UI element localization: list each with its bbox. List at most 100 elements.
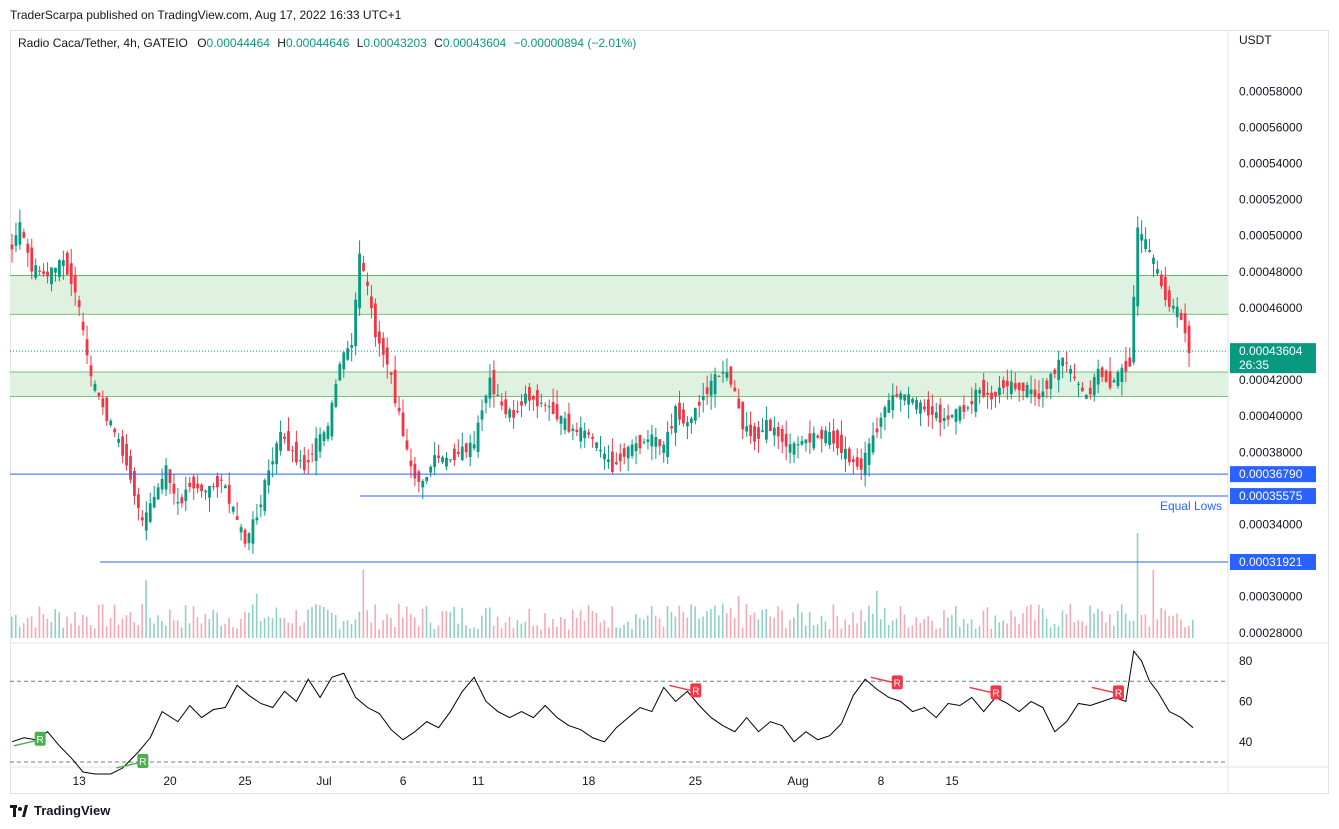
candle-body <box>1029 389 1033 395</box>
level-price-tag-2 <box>1230 554 1316 571</box>
volume-bar <box>1089 605 1091 638</box>
legend-symbol[interactable]: Radio Caca/Tether, 4h, GATEIO <box>18 36 188 50</box>
candle-body <box>156 487 160 500</box>
candle-body <box>705 387 709 394</box>
volume-bar <box>394 627 396 638</box>
volume-bar <box>295 610 297 638</box>
volume-bar <box>860 610 862 638</box>
volume-bar <box>816 624 819 638</box>
volume-bar <box>966 623 969 638</box>
volume-bar <box>326 609 329 638</box>
volume-bar <box>718 615 720 638</box>
volume-bar <box>694 606 696 638</box>
volume-bar <box>1053 624 1056 638</box>
volume-bar <box>556 626 558 638</box>
volume-bar <box>571 609 574 638</box>
volume-bar <box>1180 619 1182 638</box>
candle-body <box>338 364 342 381</box>
level-price-tag-1 <box>1230 488 1316 505</box>
volume-bar <box>682 611 685 638</box>
volume-bar <box>74 611 76 638</box>
candle-body <box>255 517 259 521</box>
candle-body <box>998 387 1001 396</box>
volume-bar <box>251 604 254 638</box>
volume-bar <box>931 620 933 638</box>
candle-body <box>563 418 567 431</box>
volume-bar <box>635 613 637 638</box>
volume-bar <box>1010 610 1012 638</box>
volume-bar <box>872 613 874 638</box>
candle-body <box>749 424 753 437</box>
candle-body <box>168 469 172 483</box>
volume-bar <box>619 627 621 638</box>
volume-bar <box>232 627 234 638</box>
volume-bar <box>244 611 246 638</box>
volume-bar <box>658 618 661 638</box>
volume-bar <box>1077 620 1080 638</box>
candle-body <box>962 404 966 412</box>
candle-body <box>1002 380 1005 388</box>
volume-bar <box>366 610 369 638</box>
candle-body <box>784 433 788 447</box>
candle-body <box>1069 368 1072 374</box>
volume-bar <box>955 605 957 638</box>
candle-body <box>188 482 192 487</box>
volume-bar <box>330 612 333 638</box>
volume-bar <box>666 606 669 638</box>
volume-bar <box>196 617 199 638</box>
candle-body <box>520 401 523 406</box>
candle-body <box>887 400 891 413</box>
volume-bar <box>631 628 633 638</box>
candle-body <box>1108 371 1112 388</box>
volume-bar <box>161 620 163 638</box>
volume-bar <box>338 628 341 638</box>
publication-header: TraderScarpa published on TradingView.co… <box>10 8 402 22</box>
volume-bar <box>714 605 716 638</box>
candle-body <box>626 446 630 459</box>
candle-body <box>551 402 555 414</box>
volume-bar <box>109 617 112 638</box>
volume-bar <box>512 627 515 638</box>
candle-body <box>646 439 650 442</box>
candle-body <box>926 399 930 416</box>
volume-bar <box>883 607 886 638</box>
candle-body <box>456 451 460 454</box>
candle-body <box>796 444 800 446</box>
volume-bar <box>350 623 353 638</box>
volume-bar <box>737 596 740 638</box>
volume-bar <box>473 627 475 638</box>
price-axis-tick-6: 0.00046000 <box>1239 301 1303 315</box>
candle-body <box>1132 296 1136 363</box>
candle-body <box>650 434 654 447</box>
candle-body <box>381 338 385 355</box>
price-axis-tick-5: 0.00048000 <box>1239 265 1303 279</box>
time-axis-tick-9: 8 <box>878 774 885 788</box>
volume-bar <box>978 626 981 638</box>
price-axis-tick-12: 0.00028000 <box>1239 626 1303 640</box>
candle-body <box>441 457 444 463</box>
volume-bar <box>911 625 914 638</box>
candle-body <box>1061 357 1065 367</box>
tradingview-brand[interactable]: TradingView <box>10 803 110 818</box>
volume-bar <box>200 623 203 638</box>
price-axis-tick-11: 0.00030000 <box>1239 590 1303 604</box>
volume-bar <box>1113 626 1115 638</box>
candle-body <box>389 372 393 375</box>
candle-body <box>152 496 156 508</box>
candle-body <box>788 444 792 453</box>
candle-body <box>121 436 124 456</box>
candle-body <box>654 437 658 447</box>
candle-body <box>1124 361 1128 372</box>
divergence-badge-text-4: R <box>37 735 44 746</box>
candle-body <box>982 379 986 397</box>
volume-bar <box>78 625 80 638</box>
volume-bar <box>670 612 673 638</box>
candle-body <box>630 444 634 456</box>
volume-bar <box>390 618 392 638</box>
volume-bar <box>105 626 108 638</box>
candle-body <box>828 431 832 445</box>
price-axis-currency: USDT <box>1239 33 1272 47</box>
candle-body <box>30 247 34 272</box>
volume-bar <box>500 628 503 638</box>
